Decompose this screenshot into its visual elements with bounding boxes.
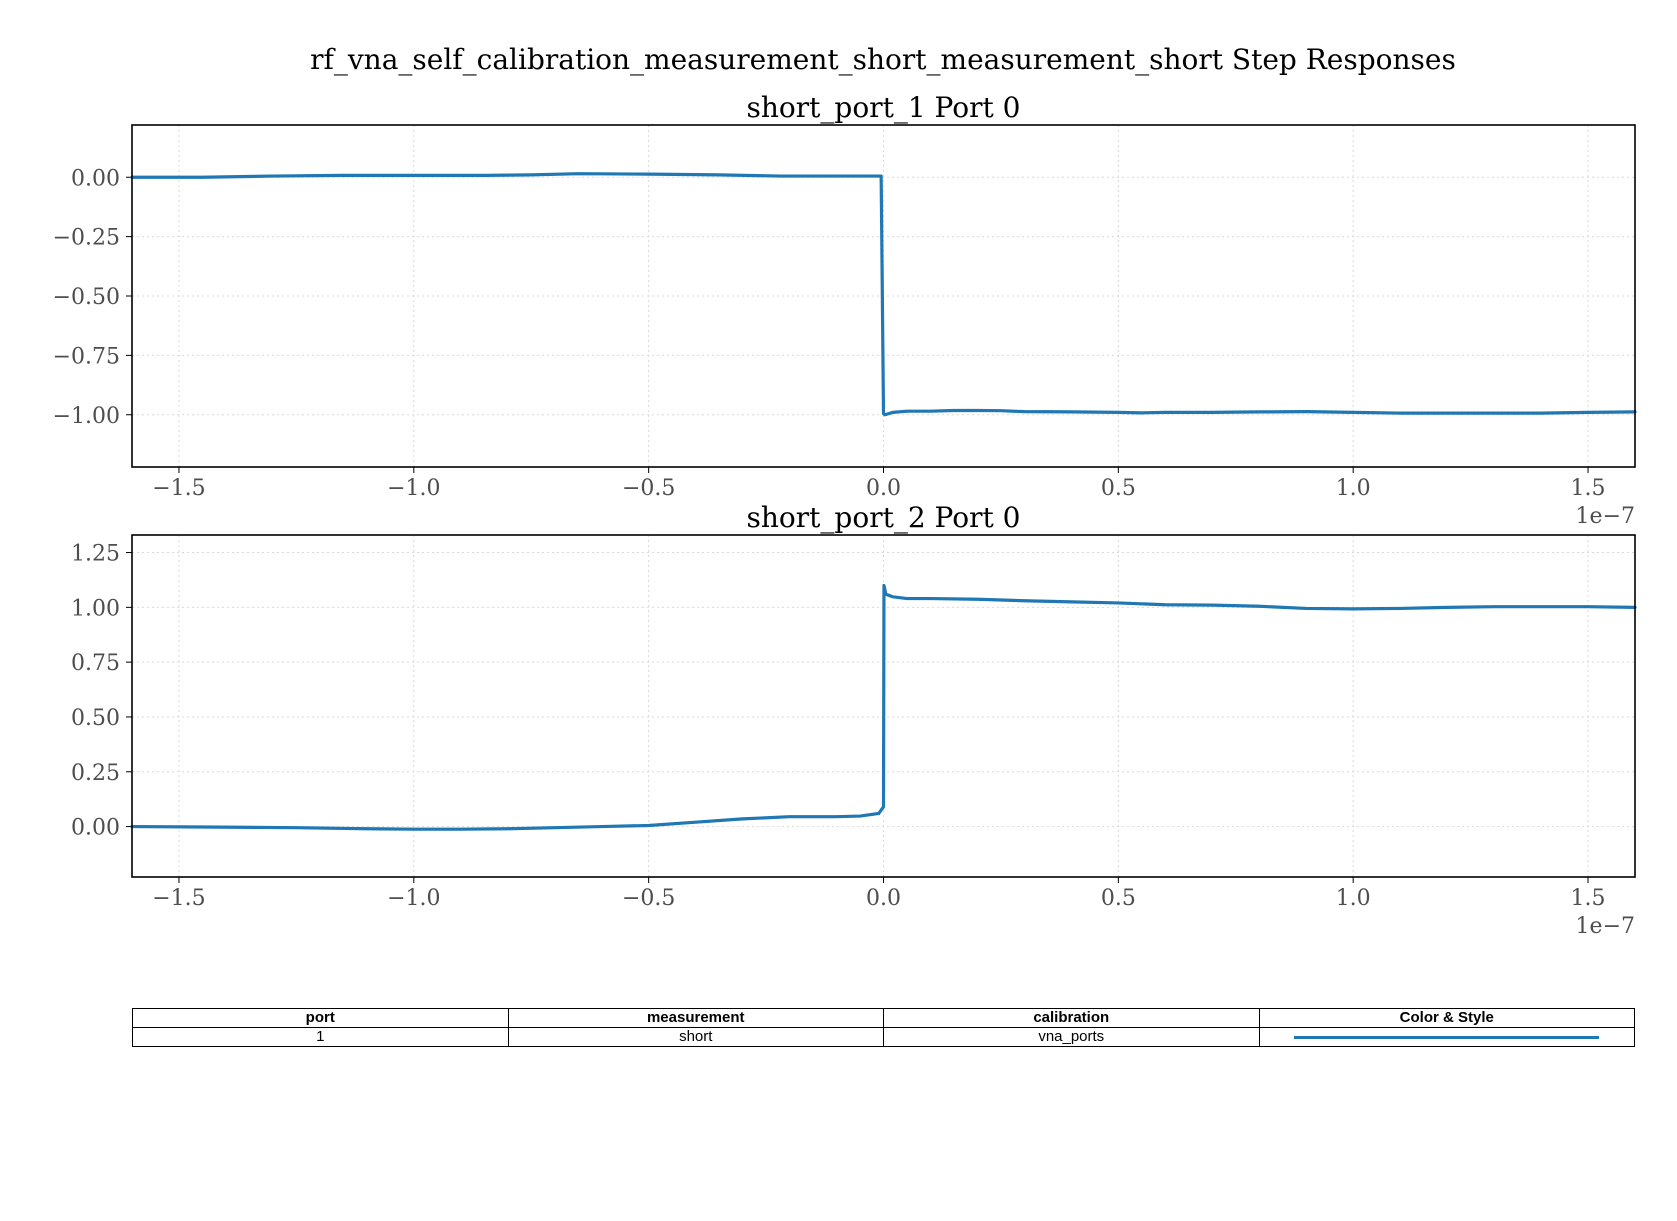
- y-tick-label: 0.25: [71, 761, 120, 786]
- x-tick-label: 0.5: [1101, 476, 1136, 501]
- x-tick-label: 1.5: [1571, 476, 1606, 501]
- legend-cell-color-style: [1258, 1027, 1635, 1047]
- y-tick-label: −1.00: [53, 404, 120, 429]
- x-tick-label: 0.5: [1101, 886, 1136, 911]
- y-tick-label: 0.75: [71, 651, 120, 676]
- x-tick-label: −1.5: [152, 886, 205, 911]
- x-offset-label: 1e−7: [1576, 914, 1635, 939]
- y-tick-label: −0.25: [53, 226, 120, 251]
- legend-cell-port: 1: [132, 1027, 509, 1047]
- x-tick-label: 0.0: [866, 476, 901, 501]
- x-tick-label: 1.0: [1336, 886, 1371, 911]
- legend-cell-measurement: short: [507, 1027, 884, 1047]
- x-tick-label: −1.0: [387, 886, 440, 911]
- legend-header-calibration: calibration: [883, 1008, 1260, 1028]
- legend-cell-calibration: vna_ports: [883, 1027, 1260, 1047]
- x-tick-label: −0.5: [622, 886, 675, 911]
- y-tick-label: −0.75: [53, 344, 120, 369]
- legend-table: port measurement calibration Color & Sty…: [132, 1008, 1635, 1047]
- legend-table-row: 1 short vna_ports: [132, 1027, 1635, 1047]
- legend-header-measurement: measurement: [507, 1008, 884, 1028]
- axes-frame: [131, 124, 1636, 468]
- legend-header-color-style: Color & Style: [1258, 1008, 1635, 1028]
- x-offset-label: 1e−7: [1576, 504, 1635, 529]
- legend-line-swatch: [1294, 1035, 1600, 1039]
- y-tick-label: 1.00: [71, 596, 120, 621]
- x-tick-label: 1.5: [1571, 886, 1606, 911]
- series-line: [130, 583, 1637, 831]
- y-tick-label: 0.50: [71, 706, 120, 731]
- y-tick-label: 1.25: [71, 542, 120, 567]
- figure-suptitle: rf_vna_self_calibration_measurement_shor…: [310, 43, 1456, 76]
- subplot-title: short_port_2 Port 0: [747, 501, 1021, 534]
- subplot-short-port-2: short_port_2 Port 0 −1.5 −1.0 −0.5 0.0 0.5 1.0…: [71, 501, 1637, 939]
- series-line: [130, 172, 1637, 417]
- subplot-title: short_port_1 Port 0: [747, 91, 1021, 124]
- x-tick-label: 1.0: [1336, 476, 1371, 501]
- y-tick-label: −0.50: [53, 285, 120, 310]
- y-tick-label: 0.00: [71, 166, 120, 191]
- legend-table-header-row: port measurement calibration Color & Sty…: [132, 1008, 1635, 1028]
- legend-header-port: port: [132, 1008, 509, 1028]
- x-tick-label: −1.0: [387, 476, 440, 501]
- x-tick-label: −0.5: [622, 476, 675, 501]
- y-tick-label: 0.00: [71, 816, 120, 841]
- x-tick-label: −1.5: [152, 476, 205, 501]
- subplot-short-port-1: short_port_1 Port 0 −1.5 −1.0 −0.5 0.0 0.5 1.0…: [53, 91, 1637, 529]
- x-tick-label: 0.0: [866, 886, 901, 911]
- axes-frame: [131, 534, 1636, 878]
